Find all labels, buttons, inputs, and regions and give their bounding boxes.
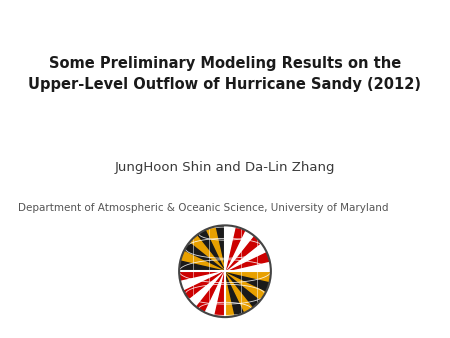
Wedge shape bbox=[184, 243, 225, 271]
Wedge shape bbox=[179, 261, 225, 271]
Wedge shape bbox=[225, 271, 254, 313]
Wedge shape bbox=[215, 271, 225, 317]
Wedge shape bbox=[205, 226, 225, 271]
Wedge shape bbox=[225, 271, 271, 282]
Wedge shape bbox=[225, 230, 254, 271]
Wedge shape bbox=[180, 271, 225, 291]
Text: Some Preliminary Modeling Results on the
Upper-Level Outflow of Hurricane Sandy : Some Preliminary Modeling Results on the… bbox=[28, 56, 422, 92]
Wedge shape bbox=[225, 235, 261, 271]
Wedge shape bbox=[225, 271, 266, 300]
Wedge shape bbox=[225, 251, 270, 271]
Wedge shape bbox=[225, 271, 270, 291]
Wedge shape bbox=[225, 226, 245, 271]
Wedge shape bbox=[225, 243, 266, 271]
Wedge shape bbox=[205, 271, 225, 316]
Wedge shape bbox=[225, 261, 271, 271]
Wedge shape bbox=[196, 230, 225, 271]
Wedge shape bbox=[225, 271, 245, 316]
Wedge shape bbox=[179, 271, 225, 282]
Wedge shape bbox=[189, 235, 225, 271]
Wedge shape bbox=[225, 271, 261, 307]
Wedge shape bbox=[225, 271, 235, 317]
Text: Department of Atmospheric & Oceanic Science, University of Maryland: Department of Atmospheric & Oceanic Scie… bbox=[18, 203, 388, 213]
Wedge shape bbox=[184, 271, 225, 300]
Wedge shape bbox=[196, 271, 225, 313]
Text: JungHoon Shin and Da-Lin Zhang: JungHoon Shin and Da-Lin Zhang bbox=[115, 161, 335, 174]
Wedge shape bbox=[215, 225, 225, 271]
Circle shape bbox=[179, 225, 271, 317]
Wedge shape bbox=[180, 251, 225, 271]
Wedge shape bbox=[189, 271, 225, 307]
Wedge shape bbox=[225, 225, 235, 271]
